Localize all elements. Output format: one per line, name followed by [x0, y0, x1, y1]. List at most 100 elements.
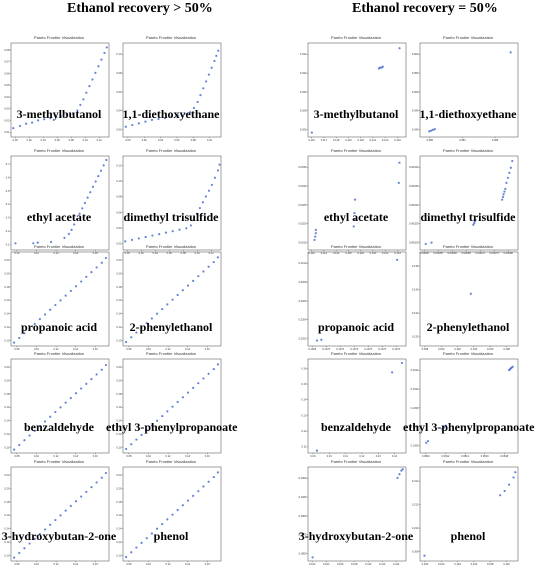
x-tick-label: 0.16	[205, 454, 211, 458]
data-point	[157, 117, 160, 121]
data-point	[49, 523, 52, 526]
x-tick-label: 0.16	[73, 251, 79, 255]
y-tick-label: 0.16	[4, 405, 10, 409]
y-tick-label: 0.060	[412, 52, 419, 56]
data-point	[64, 401, 67, 404]
data-point	[28, 542, 31, 545]
data-point	[504, 187, 507, 190]
data-point	[59, 299, 62, 302]
data-point	[144, 235, 147, 239]
data-point	[314, 235, 317, 238]
plot-frame	[307, 466, 407, 562]
compound-label: ethyl acetate	[323, 210, 389, 224]
y-tick-label: 0.1900	[298, 514, 306, 518]
y-tick-label: 0.18	[116, 285, 122, 289]
data-point	[176, 293, 179, 297]
x-tick-label: 0.102	[454, 347, 461, 351]
x-tick-label: 0.08	[14, 347, 20, 351]
data-point	[192, 218, 195, 221]
y-tick-label: 0.10	[116, 554, 122, 558]
x-tick-label: 0.14	[73, 454, 79, 458]
data-point	[135, 546, 138, 549]
data-point	[80, 495, 83, 498]
data-point	[192, 106, 196, 110]
x-tick-label: 0.121	[370, 138, 377, 142]
data-point	[161, 522, 164, 526]
y-tick-label: 0.00025	[409, 222, 419, 226]
data-point	[425, 441, 428, 444]
data-point	[183, 112, 186, 116]
data-point	[171, 230, 174, 233]
x-tick-label: 0.08	[126, 454, 132, 458]
compound-label: 2-phenylethanol	[129, 320, 213, 334]
data-point	[313, 238, 316, 242]
x-tick-label: 0.12	[359, 454, 365, 458]
x-tick-label: 0.1270	[364, 347, 372, 351]
y-tick-label: 0.2210	[298, 261, 306, 265]
scatter-plot: 0.10 0.12 0.14 0.16 0.18 0.1 0.2 0.3 0.4 0.5 0.6 0.…	[6, 155, 110, 255]
data-point	[171, 405, 174, 408]
y-tick-label: 0.18	[116, 392, 122, 396]
data-point	[161, 414, 164, 418]
x-tick-label: 0.04	[41, 138, 47, 142]
compound-label: propanoic acid	[20, 320, 98, 334]
y-tick-label: 0.12	[4, 325, 10, 329]
x-tick-label: 0.00055	[434, 251, 444, 255]
x-tick-label: 0.16	[93, 347, 99, 351]
chart-panel: Pareto Frontier Visualization 0.08 0.10 0.1…	[116, 244, 225, 354]
x-tick-label: 0.11	[343, 454, 348, 458]
data-point	[352, 225, 355, 228]
header-left: Ethanol recovery > 50%	[67, 1, 213, 16]
y-tick-label: 0.12	[4, 432, 10, 436]
y-tick-label: 0.16	[116, 298, 122, 302]
y-tick-label: 0.20	[4, 486, 10, 490]
data-point	[90, 271, 93, 274]
data-point	[64, 509, 67, 512]
plot-frame	[122, 358, 222, 454]
data-point	[74, 392, 78, 395]
scatter-plot: 0.00 0.02 0.04 0.06 0.08 0.10 0.12 0.01 0.02 0.03…	[4, 42, 110, 142]
data-point	[472, 223, 475, 226]
data-point	[32, 242, 35, 245]
data-point	[170, 115, 173, 118]
data-point	[49, 117, 52, 120]
data-point	[18, 443, 21, 447]
y-tick-label: 0.134	[412, 311, 419, 315]
data-point	[502, 193, 505, 196]
data-point	[49, 240, 53, 244]
scatter-plot: 0.08 0.10 0.12 0.14 0.16 0.10 0.12 0.14 0.16 0.18…	[116, 358, 222, 458]
compound-label: dimethyl trisulfide	[123, 210, 219, 224]
compound-label: benzaldehyde	[320, 420, 391, 434]
data-point	[503, 489, 506, 493]
plot-frame	[10, 466, 110, 562]
scatter-plot: 0.08 0.10 0.12 0.14 0.16 0.10 0.12 0.14 0.16 0.18…	[4, 466, 110, 566]
y-tick-label: 0.18	[4, 392, 10, 396]
y-tick-label: 0.15	[301, 382, 307, 386]
data-point	[124, 125, 127, 128]
data-point	[124, 240, 127, 243]
data-point	[94, 180, 97, 183]
scatter-plot: 0.100 0.102 0.104 0.106 0.108 0.110 0.208 0.210…	[412, 466, 519, 566]
data-point	[155, 312, 159, 315]
x-tick-label: 0.00070	[476, 251, 486, 255]
y-tick-label: 0.045	[412, 109, 419, 113]
data-point	[314, 232, 317, 235]
data-point	[424, 242, 427, 246]
data-point	[14, 242, 17, 245]
data-point	[43, 313, 47, 316]
y-tick-label: 0.16	[301, 366, 307, 370]
y-tick-label: 0.12	[116, 163, 122, 167]
data-point	[216, 169, 220, 172]
data-point	[213, 176, 217, 179]
y-tick-label: 0.08	[116, 71, 122, 75]
data-point	[33, 537, 36, 540]
data-point	[43, 420, 47, 423]
y-tick-label: 0.1030	[410, 406, 418, 410]
x-tick-label: 0.08	[69, 138, 75, 142]
x-tick-label: 0.10	[327, 454, 333, 458]
chart-panel: Pareto Frontier Visualization 0.0810 0.081…	[410, 351, 522, 461]
compound-label: 3-methylbutanol	[313, 107, 399, 121]
scatter-plot: 0.09 0.10 0.11 0.12 0.13 0.14 0.11 0.12 0.13 0.14…	[301, 358, 407, 458]
scatter-plot: 0.0810 0.0812 0.0814 0.0816 0.0818 0.1026 0.10…	[410, 358, 519, 458]
y-tick-label: 0.12	[116, 432, 122, 436]
